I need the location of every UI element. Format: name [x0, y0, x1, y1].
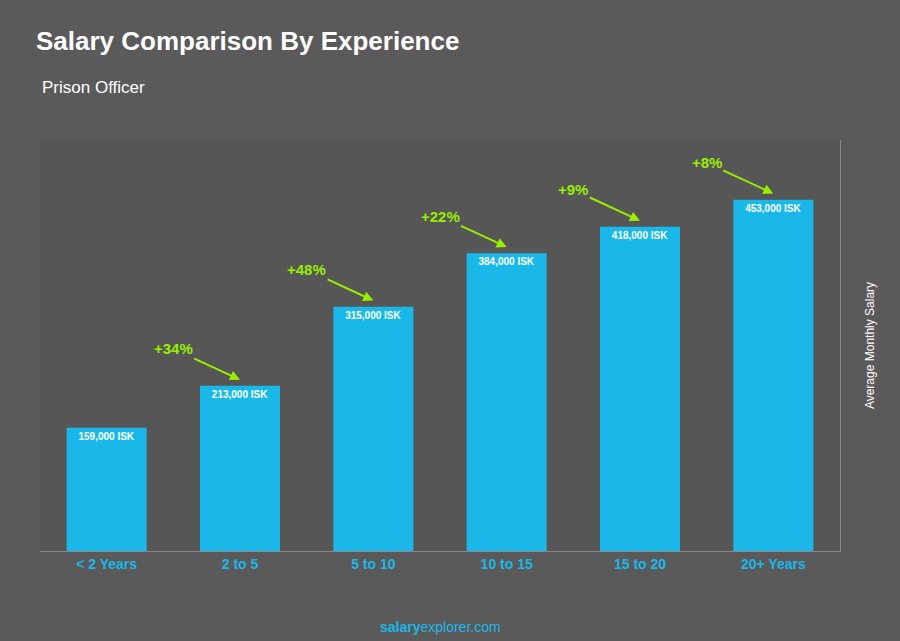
svg-text:Prison Officer: Prison Officer — [42, 78, 145, 97]
svg-text:315,000 ISK: 315,000 ISK — [345, 310, 401, 321]
svg-text:418,000 ISK: 418,000 ISK — [612, 230, 668, 241]
svg-text:15 to 20: 15 to 20 — [614, 556, 666, 572]
svg-text:< 2 Years: < 2 Years — [76, 556, 137, 572]
svg-text:+48%: +48% — [287, 261, 326, 278]
svg-text:384,000 ISK: 384,000 ISK — [478, 256, 534, 267]
svg-text:+8%: +8% — [692, 154, 722, 171]
svg-text:Average Monthly Salary: Average Monthly Salary — [863, 282, 877, 409]
svg-text:+9%: +9% — [558, 181, 588, 198]
svg-text:2 to 5: 2 to 5 — [222, 556, 259, 572]
svg-text:+34%: +34% — [154, 340, 193, 357]
svg-text:20+ Years: 20+ Years — [741, 556, 806, 572]
svg-text:10 to 15: 10 to 15 — [481, 556, 533, 572]
svg-text:Salary Comparison By Experienc: Salary Comparison By Experience — [36, 26, 459, 56]
svg-text:213,000 ISK: 213,000 ISK — [212, 389, 268, 400]
svg-text:159,000 ISK: 159,000 ISK — [78, 431, 134, 442]
svg-text:453,000 ISK: 453,000 ISK — [745, 203, 801, 214]
svg-text:salaryexplorer.com: salaryexplorer.com — [380, 619, 501, 635]
svg-text:5 to 10: 5 to 10 — [351, 556, 396, 572]
svg-text:+22%: +22% — [421, 208, 460, 225]
